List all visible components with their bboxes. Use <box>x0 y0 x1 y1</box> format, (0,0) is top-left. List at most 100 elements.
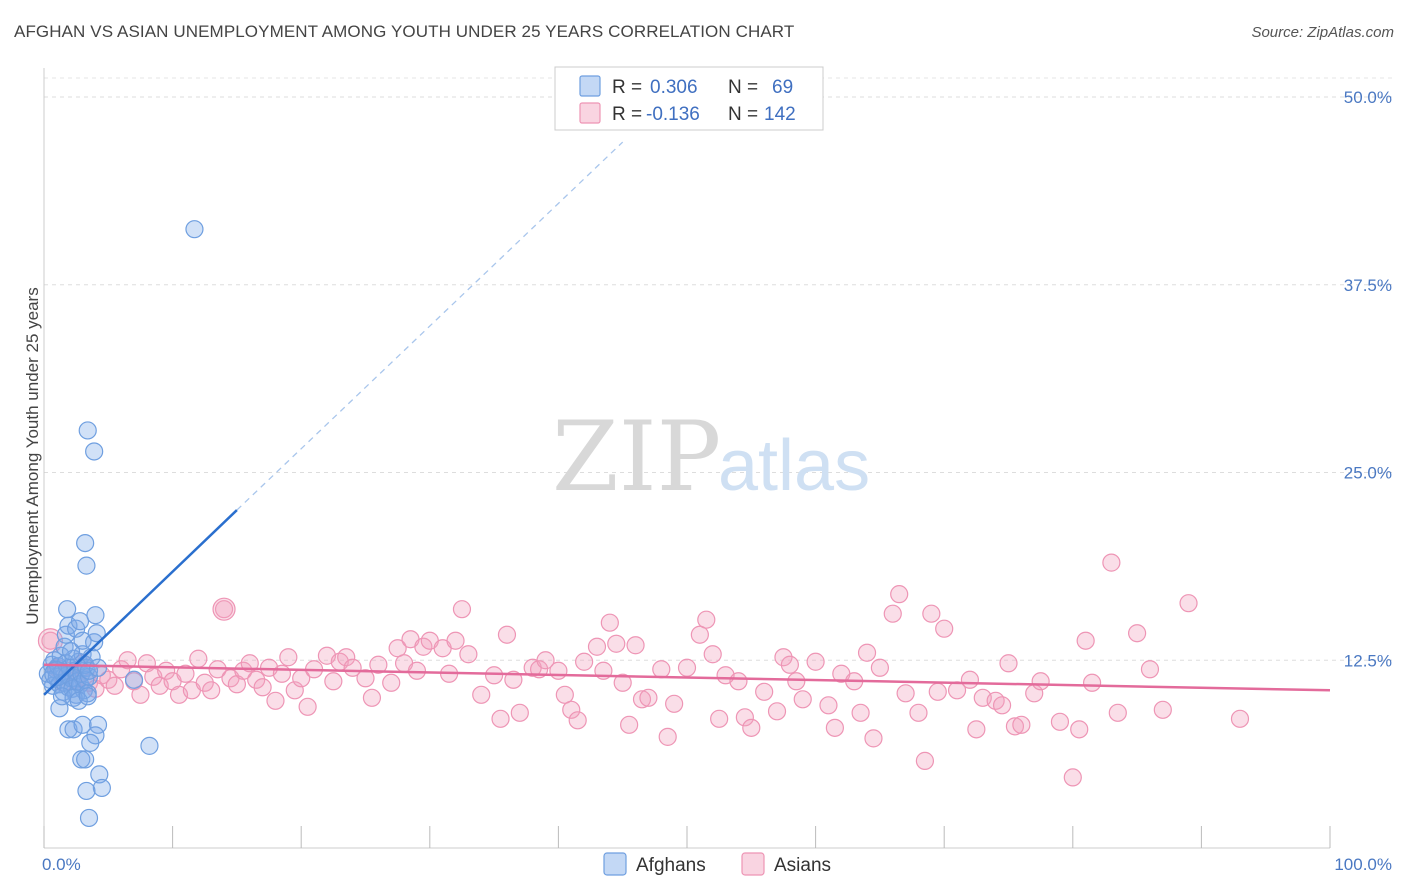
series-afghans-points <box>38 220 204 828</box>
chart-title: AFGHAN VS ASIAN UNEMPLOYMENT AMONG YOUTH… <box>14 22 795 41</box>
watermark: ZIP atlas <box>552 401 870 513</box>
legend-r-label-asians: R = <box>612 104 642 125</box>
asians-point-48 <box>362 688 382 707</box>
afghans-point-60 <box>88 715 108 734</box>
asians-point-142 <box>1140 660 1160 679</box>
asians-point-86 <box>658 727 677 746</box>
legend-r-label-afghans: R = <box>612 77 642 98</box>
asians-point-138 <box>1179 594 1198 613</box>
legend-r-value-asians: -0.136 <box>646 104 700 125</box>
afghans-point-52 <box>77 556 96 575</box>
asians-point-35 <box>266 691 285 710</box>
asians-point-134 <box>1076 631 1095 650</box>
asians-point-98 <box>767 702 787 721</box>
asians-point-139 <box>1230 709 1250 728</box>
asians-point-61 <box>459 645 478 664</box>
afghans-point-42 <box>70 612 90 631</box>
y-tick-label-3: 50.0% <box>1344 88 1392 107</box>
asians-point-103 <box>806 652 825 671</box>
afghans-point-58 <box>64 720 83 739</box>
afghans-point-36 <box>58 600 77 619</box>
asians-point-136 <box>1127 624 1147 643</box>
asians-point-49 <box>369 655 388 674</box>
asians-point-95 <box>735 708 754 727</box>
asians-point-33 <box>253 678 272 697</box>
asians-point-25 <box>202 681 221 700</box>
x-tick-labels: 0.0% 100.0% <box>42 855 1392 874</box>
asians-point-79 <box>607 634 626 653</box>
legend-swatch-afghans <box>579 75 601 97</box>
source-label: Source: ZipAtlas.com <box>1251 24 1394 41</box>
legend-n-value-asians: 142 <box>764 104 796 125</box>
asians-point-111 <box>870 658 890 677</box>
asians-point-67 <box>510 703 529 722</box>
asians-point-115 <box>909 703 928 722</box>
afghans-point-65 <box>76 750 95 769</box>
asians-point-140 <box>1082 673 1102 692</box>
afghans-point-51 <box>88 658 108 677</box>
asians-point-91 <box>703 645 722 664</box>
asians-point-70 <box>536 651 555 670</box>
asians-point-47 <box>356 669 375 688</box>
afghans-point-59 <box>73 715 92 734</box>
asians-point-126 <box>999 654 1018 673</box>
y-tick-labels: 12.5% 25.0% 37.5% 50.0% <box>1344 88 1392 670</box>
afghans-point-54 <box>78 421 97 440</box>
series-legend: Afghans Asians <box>603 852 831 876</box>
asians-point-135 <box>1102 553 1121 572</box>
asians-point-81 <box>620 715 639 734</box>
asians-point-116 <box>915 751 935 770</box>
asians-point-82 <box>626 636 645 655</box>
asians-point-104 <box>819 696 838 715</box>
bottom-legend-label-afghans: Afghans <box>636 855 706 876</box>
asians-point-92 <box>710 709 729 728</box>
afghans-point-69 <box>79 808 99 828</box>
asians-point-109 <box>857 643 877 662</box>
bottom-legend-label-asians: Asians <box>774 855 831 876</box>
legend-n-label-asians: N = <box>728 104 758 125</box>
asians-point-78 <box>600 613 619 632</box>
asians-point-101 <box>787 672 806 691</box>
asians-point-117 <box>922 604 941 623</box>
afghans-point-33 <box>52 687 72 706</box>
afghans-point-70 <box>124 670 144 689</box>
y-axis-label: Unemployment Among Youth under 25 years <box>23 287 42 624</box>
asians-point-large-1 <box>212 597 236 621</box>
afghans-point-67 <box>92 778 111 798</box>
asians-point-88 <box>677 658 697 677</box>
y-tick-label-2: 37.5% <box>1344 276 1392 295</box>
asians-point-40 <box>298 697 317 716</box>
asians-point-30 <box>234 661 253 680</box>
asians-point-63 <box>485 666 504 685</box>
trend-line-afghans-extension <box>236 141 624 511</box>
asians-point-108 <box>851 703 870 722</box>
asians-point-43 <box>324 672 343 691</box>
asians-point-105 <box>825 718 844 737</box>
afghans-point-53 <box>76 533 95 553</box>
afghans-point-57 <box>59 720 78 739</box>
asians-point-50 <box>382 673 401 692</box>
legend-n-value-afghans: 69 <box>772 77 793 98</box>
asians-point-60 <box>452 600 472 619</box>
asians-point-62 <box>472 685 491 704</box>
asians-point-75 <box>575 652 594 671</box>
asians-point-96 <box>742 718 761 737</box>
asians-point-14 <box>131 685 150 704</box>
asians-point-133 <box>1070 720 1089 739</box>
asians-point-87 <box>665 694 684 713</box>
asians-point-32 <box>247 670 266 689</box>
afghans-point-63 <box>81 733 100 752</box>
asians-point-66 <box>504 670 523 689</box>
asians-point-72 <box>555 685 574 704</box>
afghans-point-64 <box>72 750 91 769</box>
asians-point-21 <box>176 664 195 683</box>
watermark-zip: ZIP <box>552 401 721 513</box>
legend-n-label-afghans: N = <box>728 77 758 98</box>
afghans-point-41 <box>69 691 88 710</box>
asians-point-94 <box>729 672 748 691</box>
asians-point-119 <box>935 619 954 638</box>
afghans-point-38 <box>61 642 81 661</box>
bottom-legend-swatch-afghans <box>603 852 627 876</box>
watermark-atlas: atlas <box>718 426 870 506</box>
asians-point-74 <box>568 711 587 730</box>
